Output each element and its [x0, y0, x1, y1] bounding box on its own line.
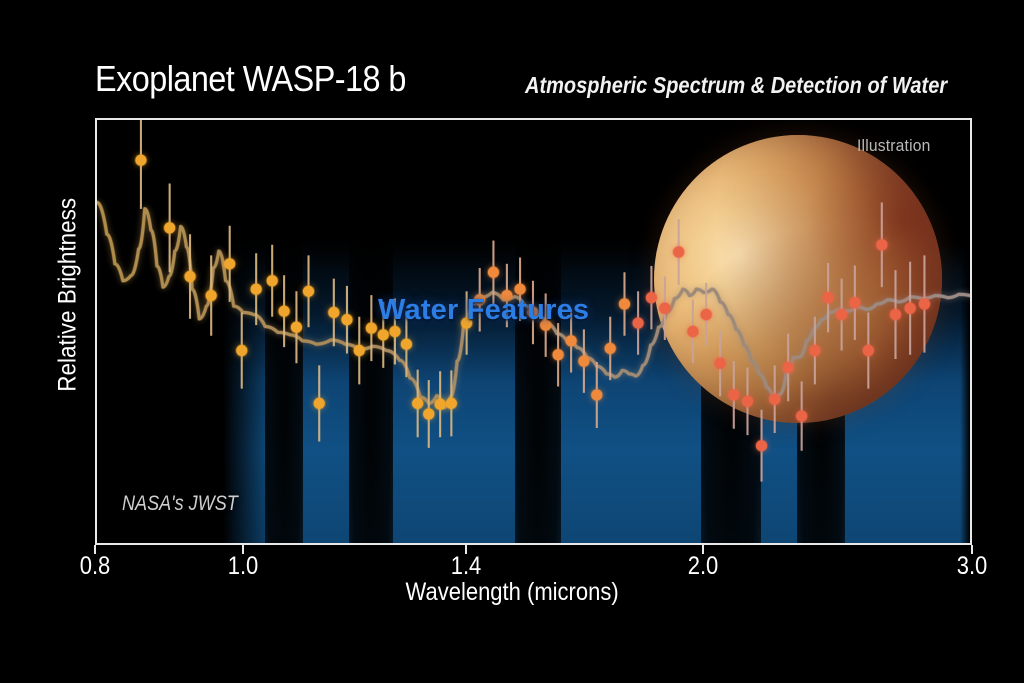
data-point	[290, 321, 303, 333]
data-point	[540, 319, 552, 331]
water-features-annotation: Water Features	[378, 294, 590, 326]
illustration-label: Illustration	[857, 136, 931, 155]
data-point	[302, 285, 315, 297]
data-points-group	[134, 153, 932, 453]
data-point	[687, 325, 699, 338]
data-point	[184, 270, 196, 283]
dark-right-region	[960, 120, 970, 543]
x-tick-mark	[971, 545, 973, 554]
data-point	[423, 408, 435, 420]
x-tick-mark	[94, 545, 96, 554]
data-point	[434, 398, 446, 410]
x-axis-title: Wavelength (microns)	[0, 578, 1024, 607]
y-axis-title: Relative Brightness	[54, 145, 83, 445]
data-point	[389, 325, 401, 338]
y-axis-title-text: Relative Brightness	[53, 197, 82, 392]
data-point	[514, 283, 526, 295]
data-point	[862, 344, 874, 357]
data-point	[224, 258, 236, 270]
data-point	[552, 349, 564, 361]
data-point	[487, 266, 500, 278]
data-point	[474, 294, 486, 306]
data-point	[365, 322, 377, 334]
data-point	[632, 317, 644, 329]
data-point	[604, 342, 616, 355]
x-tick-mark	[465, 545, 468, 554]
data-point	[341, 314, 353, 326]
x-axis-title-text: Wavelength (microns)	[405, 578, 619, 606]
x-tick-label: 3.0	[956, 552, 988, 580]
data-point	[809, 344, 821, 357]
data-point	[796, 410, 808, 422]
figure-subtitle: Atmospheric Spectrum & Detection of Wate…	[525, 72, 948, 98]
data-point	[673, 246, 685, 258]
planet-shading	[654, 135, 942, 423]
data-point	[889, 308, 902, 321]
spectrum-plot	[97, 120, 970, 482]
data-point	[135, 154, 147, 166]
x-tick-label: 2.0	[687, 552, 719, 580]
data-point	[591, 389, 603, 401]
data-point	[527, 306, 539, 319]
data-point	[659, 302, 671, 314]
data-point	[769, 393, 781, 405]
observatory-credit: NASA's JWST	[122, 492, 238, 515]
data-point	[501, 289, 513, 302]
x-tick-mark	[242, 545, 245, 554]
data-point	[236, 344, 248, 357]
data-point	[918, 298, 931, 310]
data-point	[377, 329, 389, 341]
data-point	[618, 298, 631, 310]
data-point	[578, 355, 590, 367]
data-point	[412, 397, 424, 410]
data-point	[645, 292, 658, 304]
data-point	[278, 305, 290, 317]
data-point	[876, 239, 888, 251]
data-point	[250, 283, 262, 295]
data-point	[565, 335, 577, 347]
data-point	[755, 440, 768, 452]
x-tick-label: 1.0	[227, 552, 259, 580]
data-point	[822, 292, 834, 304]
data-point	[164, 222, 176, 234]
data-point	[904, 302, 916, 314]
data-point	[328, 306, 340, 319]
exoplanet-illustration	[654, 135, 942, 423]
data-point	[849, 297, 861, 309]
data-point	[741, 395, 754, 407]
data-point	[313, 397, 325, 410]
data-point	[700, 308, 712, 321]
data-point	[205, 289, 217, 302]
data-point	[461, 317, 473, 329]
x-axis-tick-labels: 0.8 1.0 1.4 2.0 3.0	[0, 552, 1024, 586]
data-point	[714, 357, 726, 369]
x-tick-mark	[701, 545, 704, 554]
data-point	[445, 397, 457, 410]
data-point	[836, 308, 848, 321]
data-point	[266, 275, 278, 287]
x-tick-label: 0.8	[79, 552, 111, 580]
data-point	[782, 361, 794, 374]
data-point	[353, 344, 365, 357]
x-tick-label: 1.4	[451, 552, 482, 580]
plot-area: Illustration Water Features NASA's JWST	[95, 118, 972, 545]
data-point	[400, 338, 412, 350]
page-title: Exoplanet WASP-18 b	[95, 58, 406, 99]
data-point	[728, 389, 740, 401]
